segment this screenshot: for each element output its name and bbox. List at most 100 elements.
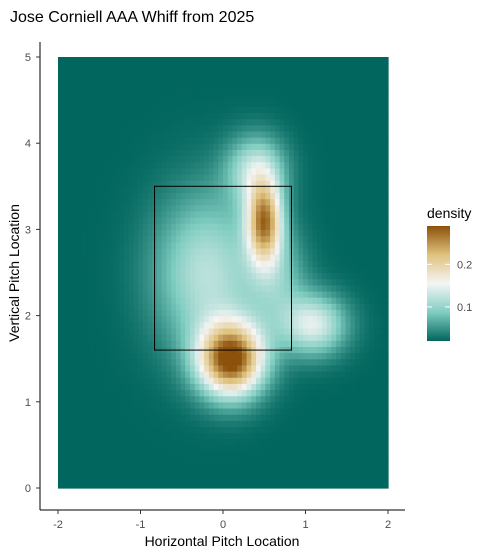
heatmap-cell xyxy=(124,303,130,311)
heatmap-cell xyxy=(208,457,215,464)
heatmap-cell xyxy=(274,247,281,255)
heatmap-cell xyxy=(58,81,64,89)
heatmap-cell xyxy=(340,229,347,237)
heatmap-cell xyxy=(95,444,102,452)
heatmap-cell xyxy=(284,204,290,212)
heatmap-cell xyxy=(331,420,337,428)
heatmap-cell xyxy=(307,401,314,409)
heatmap-cell xyxy=(204,167,210,175)
heatmap-cell xyxy=(72,334,78,341)
heatmap-cell xyxy=(232,87,238,95)
heatmap-cell xyxy=(166,444,172,452)
heatmap-cell xyxy=(114,475,120,483)
heatmap-cell xyxy=(62,383,69,391)
heatmap-cell xyxy=(157,75,163,83)
heatmap-cell xyxy=(62,444,69,452)
heatmap-cell xyxy=(340,143,347,150)
heatmap-cell xyxy=(133,340,139,347)
heatmap-cell xyxy=(293,235,300,243)
heatmap-cell xyxy=(340,364,347,372)
heatmap-cell xyxy=(76,377,83,384)
heatmap-cell xyxy=(270,290,276,298)
heatmap-cell xyxy=(152,112,158,120)
heatmap-cell xyxy=(270,161,276,169)
heatmap-cell xyxy=(270,81,276,89)
heatmap-cell xyxy=(213,173,219,181)
heatmap-cell xyxy=(81,229,87,237)
heatmap-cell xyxy=(312,149,318,157)
heatmap-cell xyxy=(142,149,149,157)
heatmap-cell xyxy=(364,57,370,64)
heatmap-cell xyxy=(289,444,295,452)
legend: density 0.10.2 xyxy=(427,205,472,341)
heatmap-cell xyxy=(312,290,318,298)
heatmap-cell xyxy=(185,457,191,464)
heatmap-cell xyxy=(364,377,370,384)
heatmap-cell xyxy=(326,223,333,230)
heatmap-cell xyxy=(204,438,210,446)
heatmap-cell xyxy=(373,420,380,428)
heatmap-cell xyxy=(326,414,333,421)
heatmap-cell xyxy=(58,278,64,286)
heatmap-cell xyxy=(265,186,271,194)
heatmap-cell xyxy=(67,463,73,471)
heatmap-cell xyxy=(161,401,168,409)
heatmap-cell xyxy=(157,106,163,114)
heatmap-cell xyxy=(175,297,182,304)
heatmap-cell xyxy=(227,414,234,421)
heatmap-cell xyxy=(218,93,224,101)
heatmap-cell xyxy=(157,297,163,304)
heatmap-cell xyxy=(180,327,186,335)
heatmap-cell xyxy=(298,371,304,378)
heatmap-cell xyxy=(194,87,201,95)
heatmap-cell xyxy=(284,118,290,126)
heatmap-cell xyxy=(175,377,182,384)
heatmap-cell xyxy=(364,266,370,274)
heatmap-cell xyxy=(274,315,281,323)
heatmap-cell xyxy=(246,414,252,421)
heatmap-cell xyxy=(284,87,290,95)
heatmap-cell xyxy=(138,278,144,286)
heatmap-cell xyxy=(105,266,111,274)
heatmap-cell xyxy=(58,106,64,114)
heatmap-cell xyxy=(265,303,271,311)
heatmap-cell xyxy=(364,432,370,440)
heatmap-cell xyxy=(293,161,300,169)
heatmap-cell xyxy=(317,420,323,428)
heatmap-cell xyxy=(67,407,73,415)
heatmap-cell xyxy=(289,93,295,101)
heatmap-cell xyxy=(232,383,238,391)
heatmap-cell xyxy=(279,364,285,372)
heatmap-cell xyxy=(307,371,314,378)
heatmap-cell xyxy=(223,229,229,237)
heatmap-cell xyxy=(62,69,69,77)
heatmap-cell xyxy=(270,414,276,421)
heatmap-cell xyxy=(185,407,191,415)
heatmap-cell xyxy=(114,87,120,95)
heatmap-cell xyxy=(175,340,182,347)
heatmap-cell xyxy=(171,451,177,458)
heatmap-cell xyxy=(293,426,300,434)
heatmap-cell xyxy=(67,432,73,440)
heatmap-cell xyxy=(279,475,285,483)
heatmap-cell xyxy=(378,451,384,458)
heatmap-cell xyxy=(95,241,102,249)
heatmap-cell xyxy=(340,346,347,354)
heatmap-cell xyxy=(105,81,111,89)
heatmap-cell xyxy=(62,395,69,403)
heatmap-cell xyxy=(260,457,267,464)
heatmap-cell xyxy=(364,475,370,483)
heatmap-cell xyxy=(246,167,252,175)
heatmap-cell xyxy=(208,475,215,483)
heatmap-cell xyxy=(223,457,229,464)
heatmap-cell xyxy=(298,327,304,335)
heatmap-cell xyxy=(355,451,361,458)
heatmap-cell xyxy=(128,266,135,274)
heatmap-cell xyxy=(124,235,130,243)
heatmap-cell xyxy=(246,93,252,101)
heatmap-cell xyxy=(307,463,314,471)
heatmap-cell xyxy=(86,173,92,181)
heatmap-cell xyxy=(246,401,252,409)
heatmap-cell xyxy=(326,266,333,274)
heatmap-cell xyxy=(114,241,120,249)
